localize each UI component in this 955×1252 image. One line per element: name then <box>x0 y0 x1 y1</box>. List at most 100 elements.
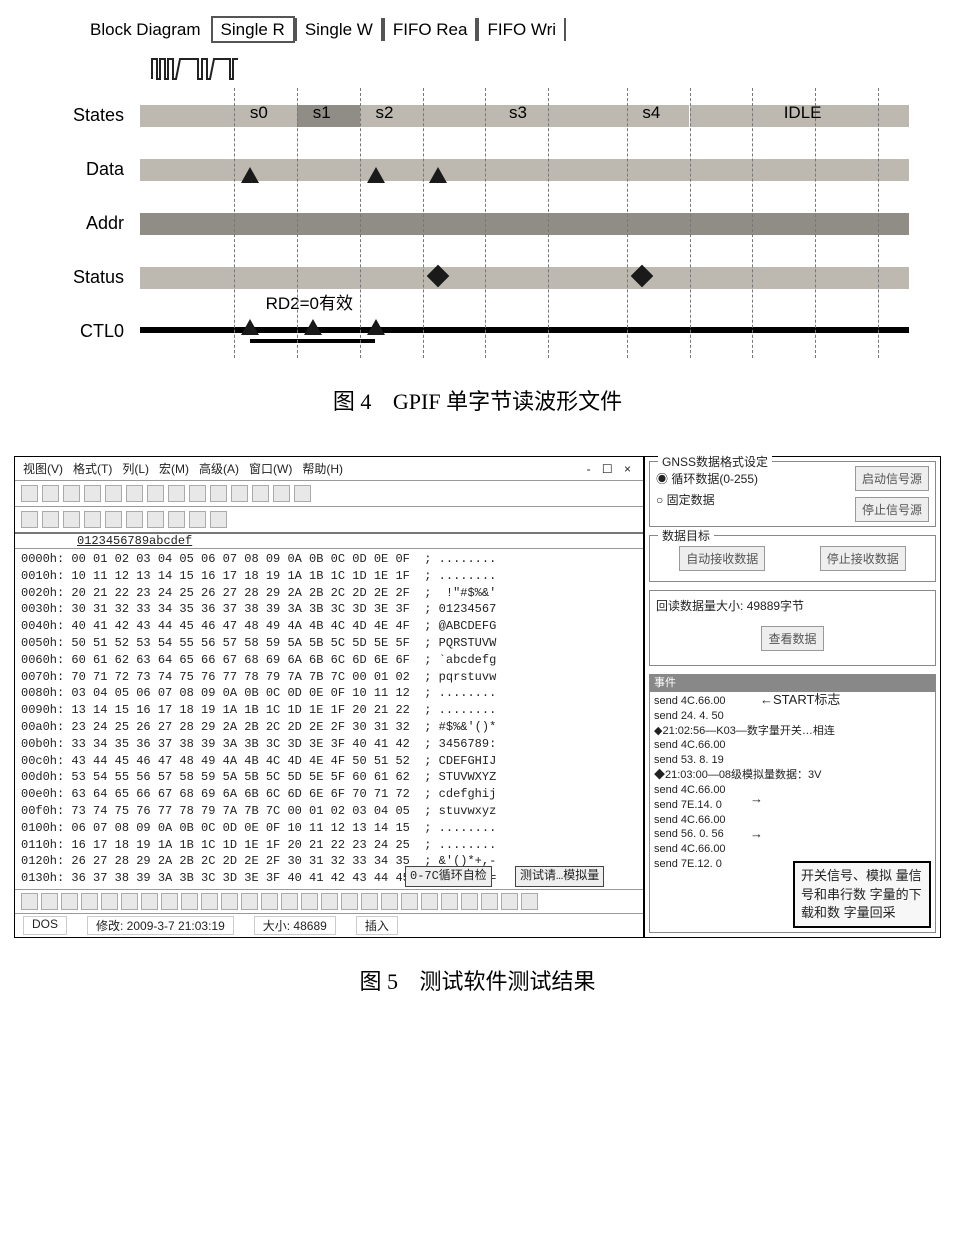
row-label-data: Data <box>30 159 140 180</box>
stop-signal-button[interactable]: 停止信号源 <box>855 497 929 522</box>
hex-row: 00b0h: 33 34 35 36 37 38 39 3A 3B 3C 3D … <box>21 736 637 753</box>
hex-col-header: 4 <box>106 534 113 548</box>
toolbar-button[interactable] <box>441 893 458 910</box>
callout-selfcheck: 0-7C循环自检 <box>405 866 492 887</box>
log-line: send 24. 4. 50 <box>654 709 931 724</box>
gnss-group: GNSS数据格式设定 ◉ 循环数据(0-255) ○ 固定数据 启动信号源 停止… <box>649 461 936 527</box>
toolbar-button[interactable] <box>241 893 258 910</box>
row-label-ctl0: CTL0 <box>30 321 140 342</box>
toolbar-button[interactable] <box>301 893 318 910</box>
toolbar-button[interactable] <box>101 893 118 910</box>
toolbar-button[interactable] <box>168 485 185 502</box>
hex-body[interactable]: 0000h: 00 01 02 03 04 05 06 07 08 09 0A … <box>15 549 643 889</box>
toolbar-button[interactable] <box>147 511 164 528</box>
log-line: send 4C.66.00 <box>654 842 931 857</box>
row-label-status: Status <box>30 267 140 288</box>
toolbar-button[interactable] <box>126 511 143 528</box>
log-line: send 4C.66.00 <box>654 738 931 753</box>
toolbar-button[interactable] <box>105 511 122 528</box>
menu-item[interactable]: 窗口(W) <box>249 462 292 476</box>
start-signal-button[interactable]: 启动信号源 <box>855 466 929 491</box>
toolbar-button[interactable] <box>21 893 38 910</box>
menu-item[interactable]: 高级(A) <box>199 462 239 476</box>
stop-recv-button[interactable]: 停止接收数据 <box>820 546 906 571</box>
toolbar-button[interactable] <box>341 893 358 910</box>
figure-4-timing-diagram: Block Diagram Single RSingle WFIFO ReaFI… <box>30 20 925 416</box>
toolbar-button[interactable] <box>42 511 59 528</box>
hex-row: 0050h: 50 51 52 53 54 55 56 57 58 59 5A … <box>21 635 637 652</box>
tabbar-label: Block Diagram <box>90 20 207 40</box>
figure-5-screenshot: 视图(V)格式(T)列(L)宏(M)高级(A)窗口(W)帮助(H) ‑ ☐ × … <box>14 456 941 938</box>
toolbar-button[interactable] <box>231 485 248 502</box>
toolbar-button[interactable] <box>401 893 418 910</box>
hex-row: 0020h: 20 21 22 23 24 25 26 27 28 29 2A … <box>21 585 637 602</box>
toolbar-button[interactable] <box>321 893 338 910</box>
toolbar-button[interactable] <box>147 485 164 502</box>
tab-single-r[interactable]: Single R <box>211 16 295 43</box>
toolbar-button[interactable] <box>361 893 378 910</box>
toolbar-button[interactable] <box>141 893 158 910</box>
radio-loop-data[interactable]: ◉ 循环数据(0-255) <box>656 470 849 487</box>
tab-fifo-rea[interactable]: FIFO Rea <box>383 18 478 41</box>
toolbar-button[interactable] <box>126 485 143 502</box>
toolbar-button[interactable] <box>21 511 38 528</box>
toolbar-button[interactable] <box>261 893 278 910</box>
menu-item[interactable]: 列(L) <box>122 462 149 476</box>
toolbar-button[interactable] <box>21 485 38 502</box>
menu-item[interactable]: 宏(M) <box>159 462 189 476</box>
toolbar-button[interactable] <box>210 511 227 528</box>
toolbar-button[interactable] <box>61 893 78 910</box>
toolbar-button[interactable] <box>461 893 478 910</box>
auto-recv-button[interactable]: 自动接收数据 <box>679 546 765 571</box>
toolbar-button[interactable] <box>181 893 198 910</box>
toolbar-button[interactable] <box>63 485 80 502</box>
view-data-button[interactable]: 查看数据 <box>761 626 823 651</box>
toolbar-button[interactable] <box>481 893 498 910</box>
toolbar-button[interactable] <box>210 485 227 502</box>
gnss-title: GNSS数据格式设定 <box>658 453 772 470</box>
toolbar-button[interactable] <box>221 893 238 910</box>
menu-item[interactable]: 视图(V) <box>23 462 63 476</box>
data-event-marker <box>367 167 385 183</box>
status-modified: 修改: 2009-3-7 21:03:19 <box>87 916 234 935</box>
toolbar-button[interactable] <box>189 485 206 502</box>
toolbar-button[interactable] <box>294 485 311 502</box>
toolbar-button[interactable] <box>189 511 206 528</box>
tab-single-w[interactable]: Single W <box>295 18 383 41</box>
annotation-box: 开关信号、模拟 量信号和串行数 字量的下载和数 字量回采 <box>793 861 931 928</box>
log-line: send 7E.14. 0 <box>654 798 931 813</box>
window-buttons[interactable]: ‑ ☐ × <box>587 462 635 476</box>
toolbar-button[interactable] <box>84 511 101 528</box>
clock-waveform <box>140 51 240 85</box>
toolbar-button[interactable] <box>281 893 298 910</box>
toolbar-button[interactable] <box>42 485 59 502</box>
ctl-event-marker <box>241 319 259 335</box>
toolbar-button[interactable] <box>105 485 122 502</box>
tab-fifo-wri[interactable]: FIFO Wri <box>477 18 566 41</box>
toolbar-button[interactable] <box>63 511 80 528</box>
ctl0-row: CTL0 RD2=0有效 <box>30 304 925 358</box>
menu-item[interactable]: 格式(T) <box>73 462 112 476</box>
callout-test: 测试请…模拟量 <box>515 866 604 887</box>
radio-fixed-data[interactable]: ○ 固定数据 <box>656 491 849 508</box>
log-line: send 53. 8. 19 <box>654 753 931 768</box>
toolbar-button[interactable] <box>168 511 185 528</box>
toolbar-button[interactable] <box>201 893 218 910</box>
toolbar-button[interactable] <box>41 893 58 910</box>
toolbar-button[interactable] <box>84 485 101 502</box>
toolbar-button[interactable] <box>81 893 98 910</box>
toolbar-button[interactable] <box>521 893 538 910</box>
toolbar-button[interactable] <box>421 893 438 910</box>
hex-row: 0000h: 00 01 02 03 04 05 06 07 08 09 0A … <box>21 551 637 568</box>
toolbar-button[interactable] <box>161 893 178 910</box>
toolbar-button[interactable] <box>273 485 290 502</box>
menu-item[interactable]: 帮助(H) <box>302 462 343 476</box>
toolbar-button[interactable] <box>252 485 269 502</box>
hex-row: 00d0h: 53 54 55 56 57 58 59 5A 5B 5C 5D … <box>21 769 637 786</box>
toolbar-button[interactable] <box>121 893 138 910</box>
toolbar-button[interactable] <box>501 893 518 910</box>
hex-row: 0070h: 70 71 72 73 74 75 76 77 78 79 7A … <box>21 669 637 686</box>
hex-col-header: e <box>178 534 185 548</box>
fig5-caption-no: 图 5 <box>359 969 398 994</box>
toolbar-button[interactable] <box>381 893 398 910</box>
